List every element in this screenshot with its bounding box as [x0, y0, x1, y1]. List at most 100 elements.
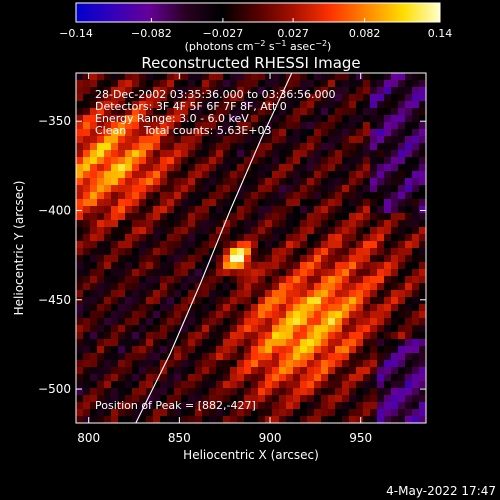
heatmap-cell	[83, 143, 91, 151]
heatmap-cell	[265, 108, 273, 116]
heatmap-cell	[181, 290, 189, 298]
heatmap-cell	[286, 101, 294, 109]
heatmap-cell	[216, 367, 224, 375]
heatmap-cell	[237, 178, 245, 186]
heatmap-cell	[251, 185, 259, 193]
heatmap-cell	[265, 360, 273, 368]
heatmap-cell	[244, 87, 252, 95]
heatmap-cell	[125, 374, 133, 382]
heatmap-cell	[377, 318, 385, 326]
heatmap-cell	[398, 101, 406, 109]
heatmap-cell	[377, 227, 385, 235]
heatmap-cell	[223, 136, 231, 144]
heatmap-cell	[146, 388, 154, 396]
heatmap-cell	[377, 339, 385, 347]
heatmap-cell	[195, 360, 203, 368]
heatmap-cell	[349, 185, 357, 193]
heatmap-cell	[83, 192, 91, 200]
heatmap-cell	[370, 143, 378, 151]
heatmap-cell	[349, 241, 357, 249]
heatmap-cell	[391, 269, 399, 277]
heatmap-cell	[314, 339, 322, 347]
heatmap-cell	[328, 136, 336, 144]
heatmap-cell	[391, 199, 399, 207]
heatmap-cell	[286, 122, 294, 130]
heatmap-cell	[391, 101, 399, 109]
heatmap-cell	[111, 87, 119, 95]
annotation-energy-range: Energy Range: 3.0 - 6.0 keV	[95, 112, 249, 125]
heatmap-cell	[419, 157, 426, 165]
heatmap-cell	[335, 297, 343, 305]
heatmap-cell	[251, 416, 259, 423]
heatmap-cell	[398, 171, 406, 179]
heatmap-cell	[181, 199, 189, 207]
heatmap-cell	[237, 136, 245, 144]
heatmap-cell	[188, 416, 196, 423]
heatmap-cell	[188, 332, 196, 340]
heatmap-cell	[363, 115, 371, 123]
heatmap-cell	[272, 374, 280, 382]
heatmap-cell	[230, 87, 238, 95]
heatmap-cell	[293, 262, 301, 270]
heatmap-cell	[377, 80, 385, 88]
heatmap-cell	[391, 346, 399, 354]
heatmap-cell	[167, 241, 175, 249]
heatmap-cell	[342, 290, 350, 298]
heatmap-cell	[335, 220, 343, 228]
heatmap-cell	[342, 353, 350, 361]
heatmap-cell	[384, 416, 392, 423]
heatmap-cell	[216, 332, 224, 340]
heatmap-cell	[132, 339, 140, 347]
heatmap-cell	[125, 241, 133, 249]
heatmap-cell	[405, 248, 413, 256]
heatmap-cell	[335, 346, 343, 354]
heatmap-cell	[258, 255, 266, 263]
heatmap-cell	[314, 171, 322, 179]
heatmap-cell	[300, 73, 308, 81]
heatmap-cell	[160, 416, 168, 423]
heatmap-cell	[223, 367, 231, 375]
heatmap-cell	[153, 185, 161, 193]
heatmap-cell	[286, 360, 294, 368]
heatmap-cell	[216, 115, 224, 123]
heatmap-cell	[237, 248, 245, 256]
heatmap-cell	[111, 304, 119, 312]
heatmap-cell	[104, 213, 112, 221]
heatmap-cell	[195, 381, 203, 389]
heatmap-cell	[83, 199, 91, 207]
heatmap-cell	[377, 87, 385, 95]
heatmap-cell	[230, 409, 238, 417]
heatmap-cell	[174, 185, 182, 193]
heatmap-cell	[146, 332, 154, 340]
heatmap-cell	[377, 381, 385, 389]
heatmap-cell	[265, 80, 273, 88]
heatmap-cell	[139, 108, 147, 116]
heatmap-cell	[328, 402, 336, 410]
heatmap-cell	[76, 129, 84, 137]
heatmap-cell	[90, 248, 98, 256]
heatmap-cell	[76, 318, 84, 326]
heatmap-cell	[370, 227, 378, 235]
heatmap-cell	[139, 122, 147, 130]
heatmap-cell	[370, 94, 378, 102]
heatmap-cell	[104, 143, 112, 151]
heatmap-cell	[300, 318, 308, 326]
heatmap-cell	[160, 402, 168, 410]
heatmap-cell	[307, 234, 315, 242]
heatmap-cell	[272, 325, 280, 333]
heatmap-cell	[265, 185, 273, 193]
heatmap-cell	[195, 94, 203, 102]
heatmap-cell	[216, 129, 224, 137]
heatmap-cell	[104, 185, 112, 193]
heatmap-cell	[216, 290, 224, 298]
heatmap-cell	[258, 164, 266, 172]
heatmap-cell	[188, 178, 196, 186]
heatmap-cell	[160, 374, 168, 382]
heatmap-cell	[174, 220, 182, 228]
heatmap-cell	[258, 220, 266, 228]
heatmap-cell	[391, 388, 399, 396]
heatmap-cell	[139, 283, 147, 291]
heatmap-cell	[384, 318, 392, 326]
heatmap-cell	[195, 192, 203, 200]
heatmap-cell	[223, 381, 231, 389]
